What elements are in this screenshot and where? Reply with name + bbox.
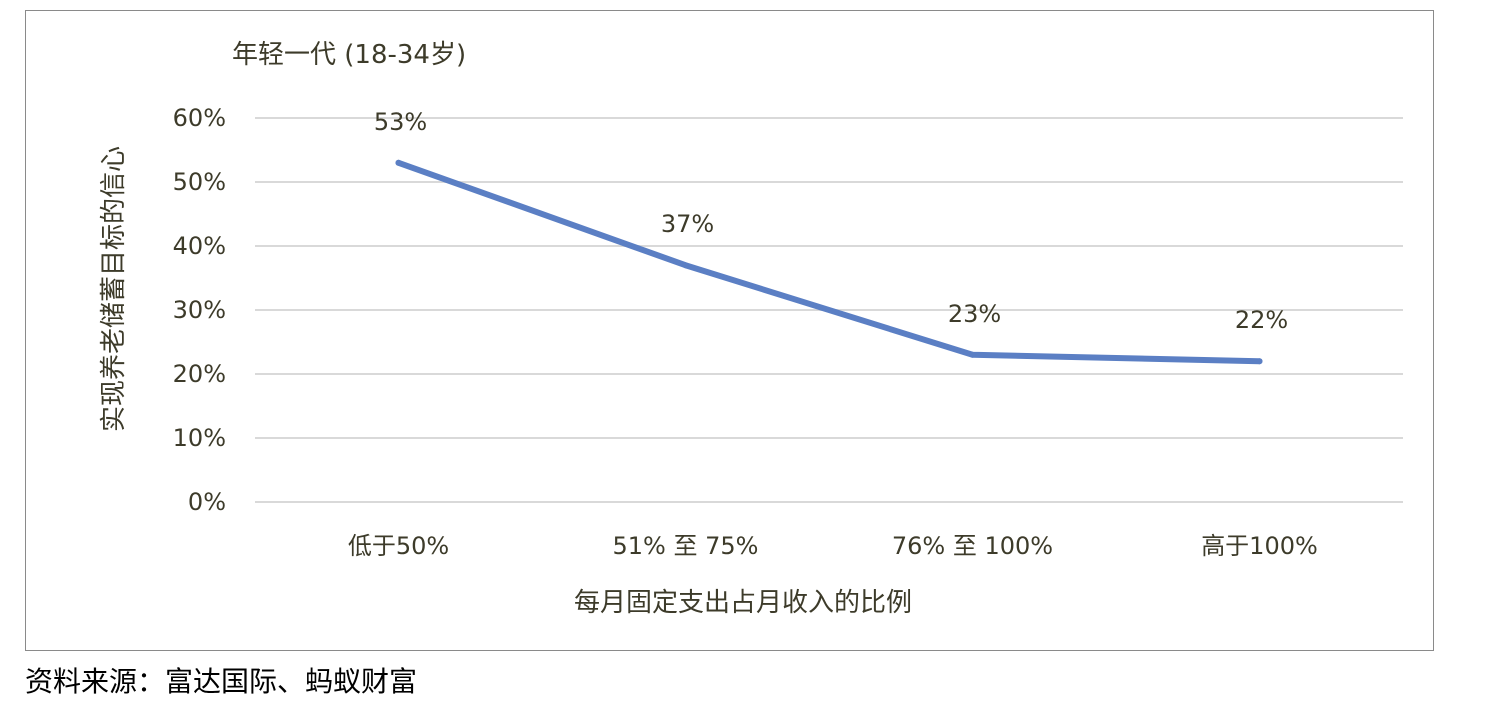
y-tick-labels: 0% 10% 20% 30% 40% 50% 60% xyxy=(173,104,226,516)
chart-frame xyxy=(25,10,1434,651)
series-line xyxy=(395,159,1263,365)
data-label: 22% xyxy=(1235,306,1288,334)
y-tick-label: 50% xyxy=(173,168,226,196)
data-point xyxy=(1256,358,1263,365)
data-label: 37% xyxy=(661,210,714,238)
x-tick-label: 低于50% xyxy=(348,532,449,560)
y-axis-title: 实现养老储蓄目标的信心 xyxy=(99,146,129,432)
x-tick-label: 76% 至 100% xyxy=(892,532,1053,560)
series xyxy=(395,159,1263,365)
y-tick-label: 10% xyxy=(173,424,226,452)
data-point xyxy=(395,159,402,166)
x-axis-title: 每月固定支出占月收入的比例 xyxy=(574,588,912,618)
x-tick-label: 51% 至 75% xyxy=(613,532,759,560)
data-label: 53% xyxy=(374,108,427,136)
data-label: 23% xyxy=(948,300,1001,328)
data-labels: 53% 37% 23% 22% xyxy=(374,108,1288,334)
x-tick-labels: 低于50% 51% 至 75% 76% 至 100% 高于100% xyxy=(348,532,1318,560)
y-tick-label: 0% xyxy=(188,488,226,516)
y-tick-label: 20% xyxy=(173,360,226,388)
y-tick-label: 40% xyxy=(173,232,226,260)
y-tick-label: 60% xyxy=(173,104,226,132)
source-note: 资料来源：富达国际、蚂蚁财富 xyxy=(25,665,418,698)
data-point xyxy=(682,262,689,269)
data-point xyxy=(969,351,976,358)
y-tick-label: 30% xyxy=(173,296,226,324)
x-tick-label: 高于100% xyxy=(1201,532,1318,560)
chart-title: 年轻一代 (18-34岁) xyxy=(232,40,466,70)
